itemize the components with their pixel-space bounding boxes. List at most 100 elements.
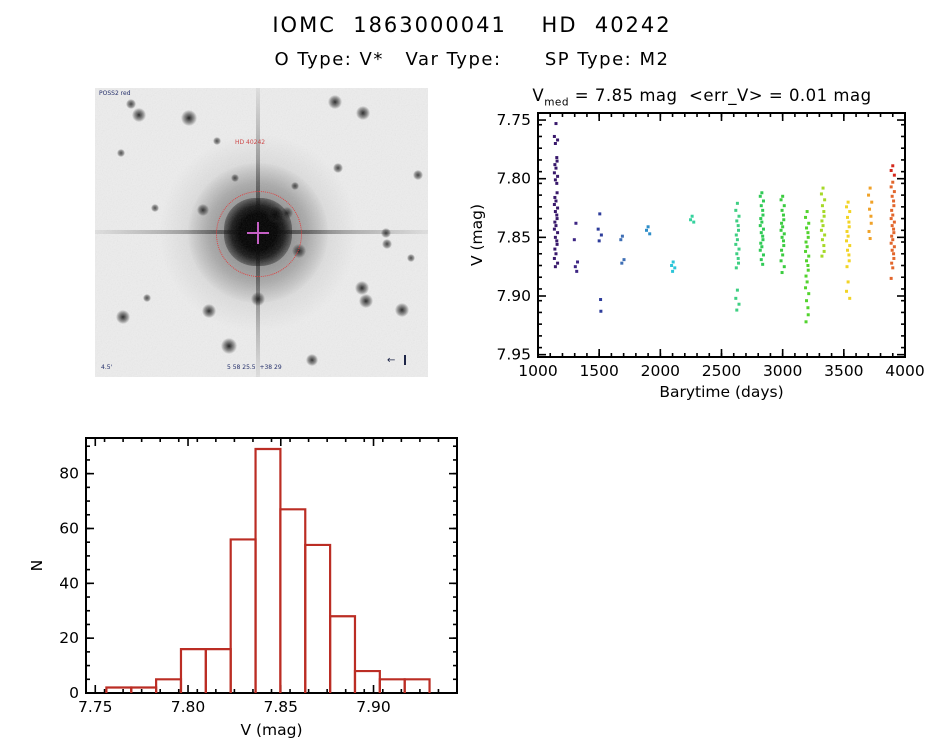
data-point [889, 168, 893, 172]
data-point [599, 233, 603, 237]
data-point [692, 220, 696, 224]
data-point [892, 173, 896, 177]
x-tick-label: 3000 [763, 362, 802, 380]
series-epoch-1505 [596, 212, 603, 313]
data-point [892, 204, 896, 208]
data-point [779, 198, 783, 202]
data-point [890, 261, 894, 265]
compass-north-bar-icon [404, 355, 406, 365]
data-point [556, 138, 560, 142]
data-point [845, 265, 849, 269]
data-point [555, 159, 559, 163]
data-point [758, 248, 762, 252]
data-point [574, 221, 578, 225]
data-point [822, 214, 826, 218]
data-point [553, 220, 557, 224]
data-point [782, 204, 786, 208]
data-point [620, 261, 624, 265]
data-point [737, 261, 741, 265]
y-tick-label: 7.95 [496, 346, 531, 364]
data-point [553, 178, 557, 182]
finder-chart: POSS2 red HD 40242 5 58 25.5 +38 29 4.5'… [95, 88, 428, 377]
series-epoch-3330 [819, 186, 827, 258]
page-subtitle: O Type: V* Var Type: SP Type: M2 [274, 49, 670, 70]
data-point [848, 244, 852, 248]
x-tick-label: 7.80 [171, 698, 206, 716]
data-point [846, 248, 850, 252]
histogram-plot: 7.75 7.80 7.85 7.90 0 20 40 60 80 V (mag) N [28, 437, 458, 739]
data-point [556, 231, 560, 235]
x-tick-label: 7.85 [264, 698, 299, 716]
lightcurve-plot: 1000 1500 2000 2500 3000 3500 4000 7.75 7.80 7.85… [468, 111, 925, 401]
x-tick-label: 4000 [885, 362, 924, 380]
data-point [596, 227, 600, 231]
data-point [737, 302, 741, 306]
histogram-bar [353, 669, 381, 693]
data-point [806, 231, 810, 235]
compass-east-arrow-icon: ← [387, 355, 396, 366]
data-point [648, 232, 652, 236]
y-axis-ticks [538, 112, 905, 356]
x-tick-label: 1000 [518, 362, 557, 380]
data-point [781, 225, 785, 229]
data-point [758, 194, 762, 198]
data-point [821, 224, 825, 228]
data-point [891, 213, 895, 217]
data-point [889, 276, 893, 280]
data-point [892, 199, 896, 203]
data-point [781, 239, 785, 243]
data-point [780, 235, 784, 239]
data-point [780, 271, 784, 275]
data-point [622, 258, 626, 262]
data-point [779, 228, 783, 232]
target-label: HD 40242 [235, 139, 266, 146]
data-point [805, 210, 809, 214]
data-point [734, 242, 738, 246]
data-point [821, 186, 825, 190]
data-point [781, 253, 785, 257]
data-point [806, 313, 810, 317]
data-point [805, 280, 809, 284]
data-point [734, 266, 738, 270]
data-point [737, 214, 741, 218]
data-point [820, 238, 824, 242]
histogram-bar [329, 615, 357, 693]
data-point [847, 220, 851, 224]
data-point [845, 289, 849, 293]
data-point [737, 228, 741, 232]
data-point [553, 195, 557, 199]
data-point [848, 210, 852, 214]
data-point [760, 245, 764, 249]
data-point [555, 156, 559, 160]
series-epoch-3715 [867, 186, 874, 241]
data-point [759, 217, 763, 221]
data-point [822, 249, 826, 253]
data-point [761, 208, 765, 212]
data-point [806, 235, 810, 239]
data-point [820, 254, 824, 258]
histogram-bar [179, 648, 207, 693]
series-epoch-1310 [572, 221, 580, 273]
series-epoch-2630 [734, 201, 741, 312]
survey-label: POSS2 red [99, 90, 131, 97]
data-point [867, 229, 871, 233]
data-point [552, 256, 556, 260]
data-point [891, 180, 895, 184]
data-point [736, 256, 740, 260]
data-point [555, 191, 559, 195]
y-tick-label: 7.85 [496, 228, 531, 246]
data-point [868, 237, 872, 241]
target-crosshair-icon [247, 232, 269, 234]
data-point [759, 258, 763, 262]
data-point [553, 142, 557, 145]
x-axis-title: V (mag) [240, 721, 302, 739]
data-point [780, 248, 784, 252]
x-axis-ticks [537, 113, 906, 357]
data-point [575, 269, 579, 273]
series-epoch-3900-red [889, 164, 896, 177]
data-point [761, 234, 765, 238]
data-point [869, 214, 873, 218]
data-point [845, 205, 849, 209]
data-point [846, 200, 850, 204]
